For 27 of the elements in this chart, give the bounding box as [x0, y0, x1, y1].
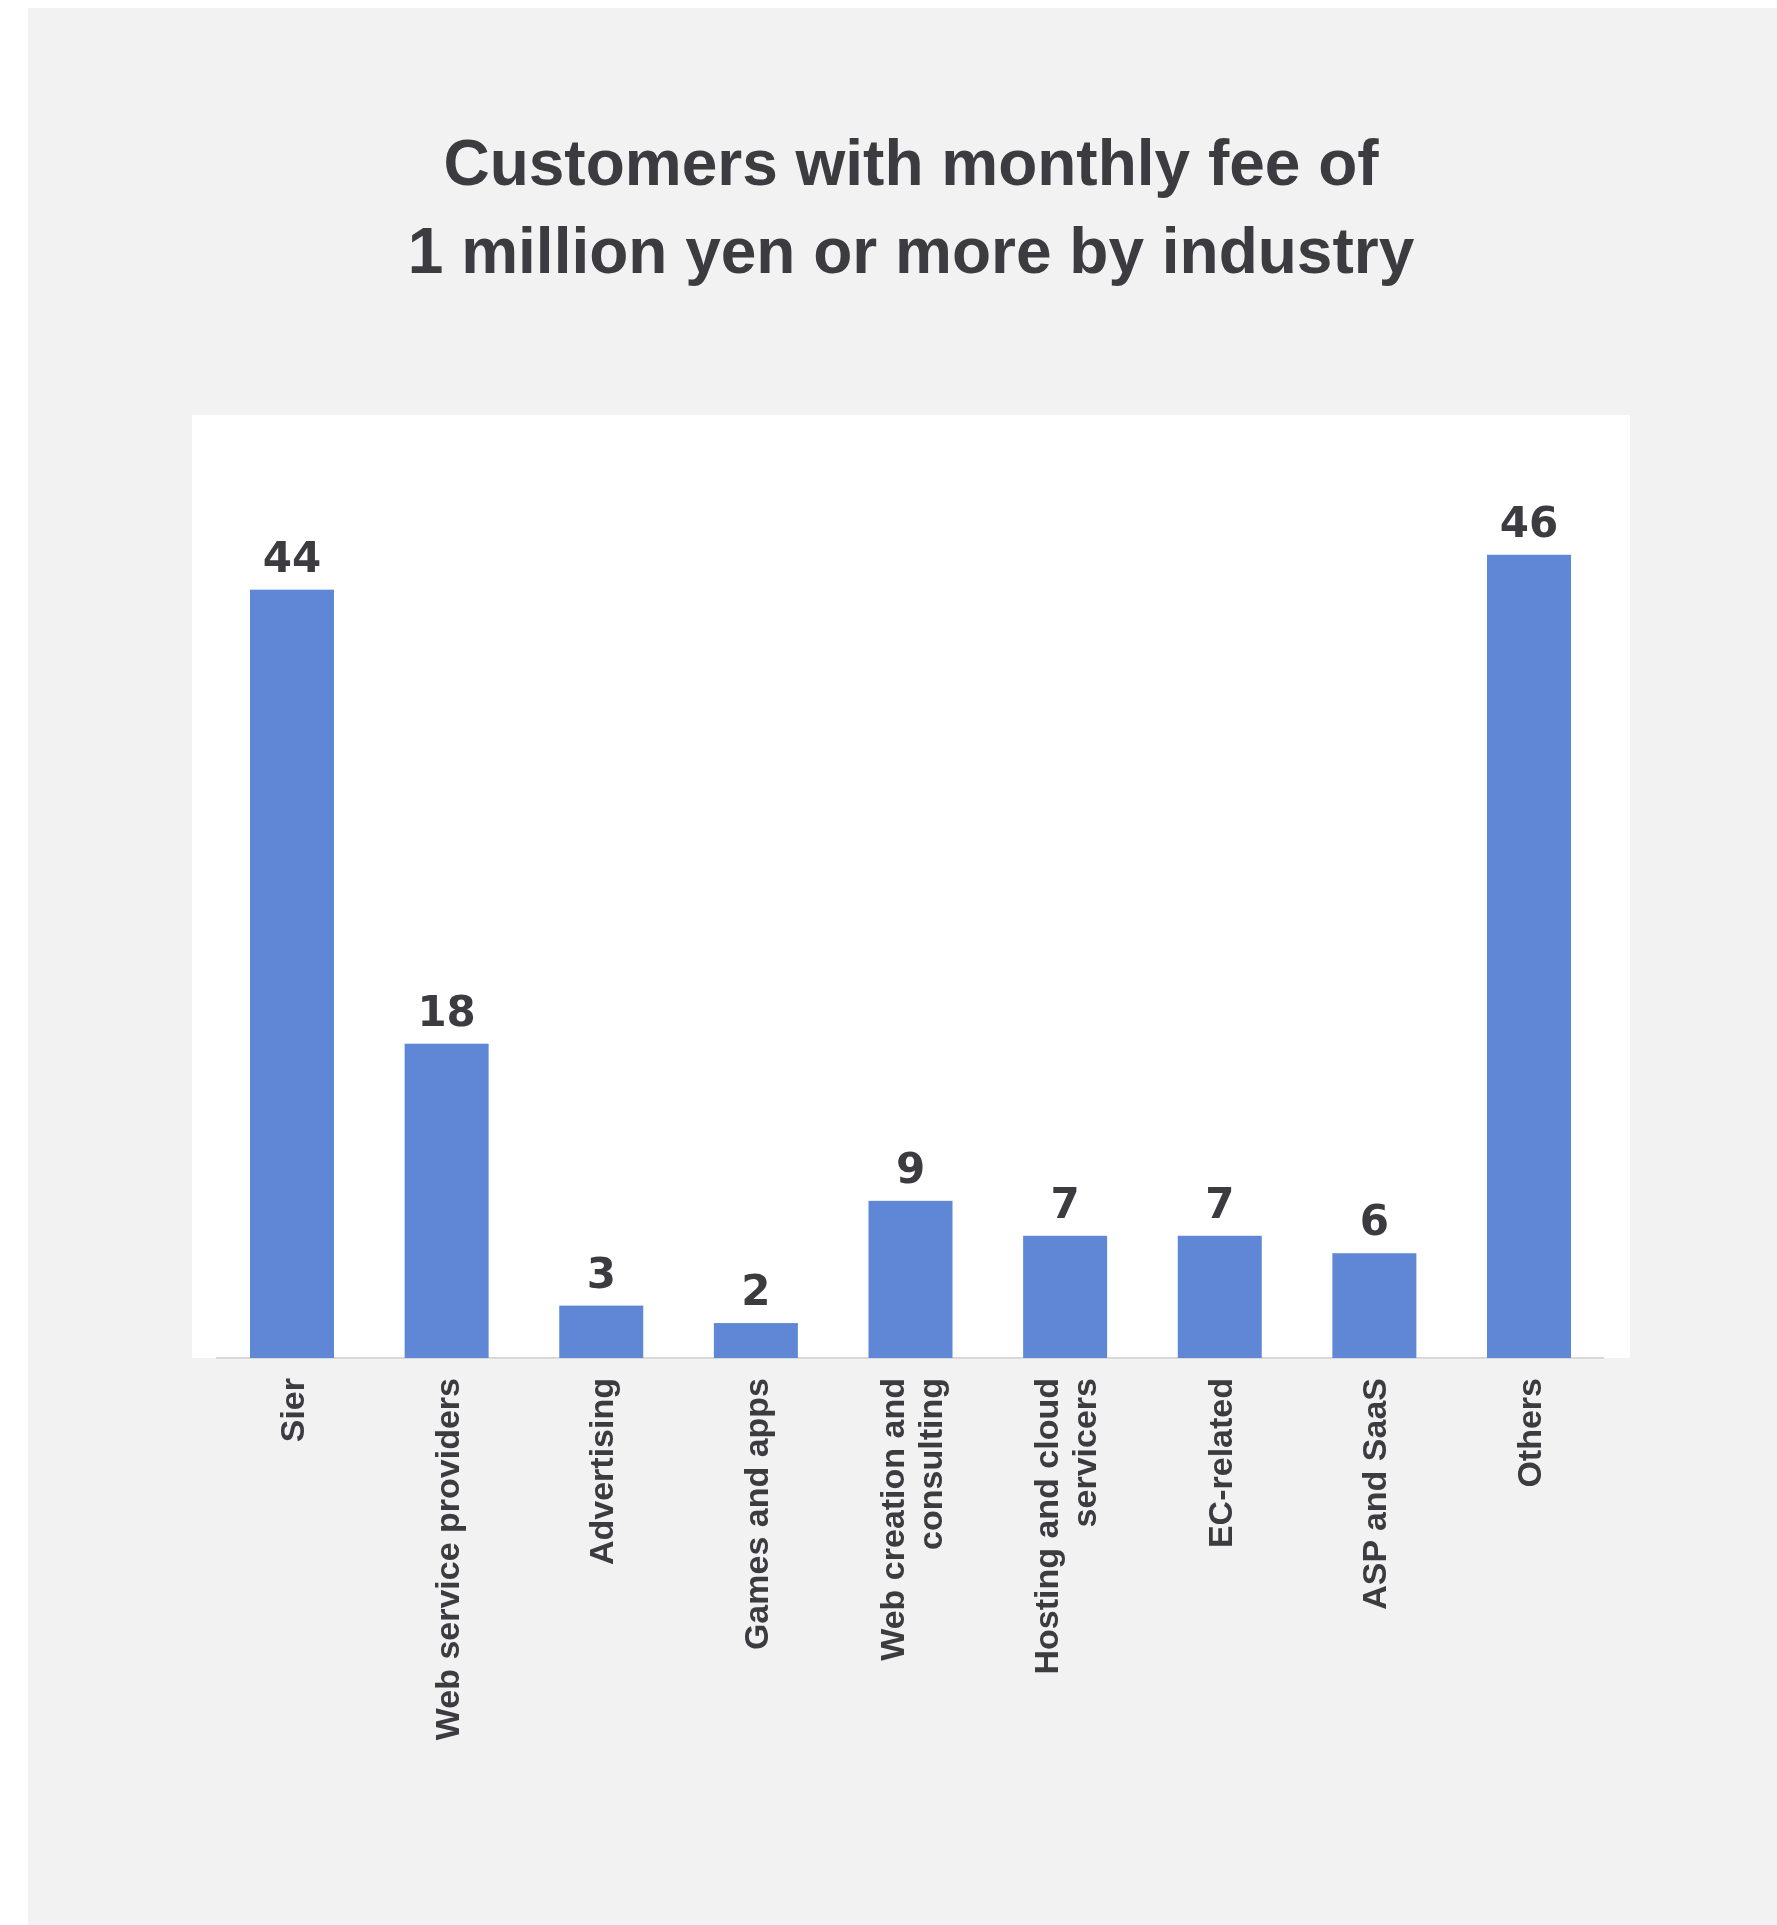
- x-tick-label: Sier: [273, 1378, 311, 1443]
- data-label: 2: [741, 1266, 771, 1316]
- data-label: 3: [586, 1248, 616, 1298]
- x-tick-label: ASP and SaaS: [1355, 1378, 1394, 1610]
- x-tick-label: Advertising: [582, 1378, 621, 1566]
- data-label: 46: [1499, 497, 1559, 547]
- x-tick-label: Others: [1510, 1378, 1548, 1488]
- bar: [1332, 1253, 1417, 1358]
- chart-title: Customers with monthly fee of 1 million yen or more by industry: [407, 127, 1415, 287]
- x-tick-label: Web service providers: [427, 1378, 466, 1741]
- data-label: 18: [417, 986, 476, 1036]
- x-tick-label: Web creation and consulting: [872, 1378, 949, 1661]
- bar: [868, 1200, 953, 1358]
- bar: [1177, 1235, 1262, 1358]
- data-label: 44: [262, 532, 322, 582]
- data-label: 6: [1359, 1196, 1389, 1246]
- data-label: 7: [1205, 1178, 1235, 1228]
- data-label: 7: [1050, 1178, 1080, 1228]
- data-label: 9: [895, 1143, 926, 1193]
- bar: [404, 1043, 489, 1358]
- bar: [1487, 554, 1571, 1358]
- bar: [713, 1323, 798, 1358]
- bar: [559, 1305, 644, 1358]
- bar: [250, 589, 334, 1358]
- bar: [1023, 1235, 1108, 1358]
- x-tick-label: EC-related: [1200, 1378, 1239, 1549]
- x-tick-label: Games and apps: [736, 1378, 775, 1651]
